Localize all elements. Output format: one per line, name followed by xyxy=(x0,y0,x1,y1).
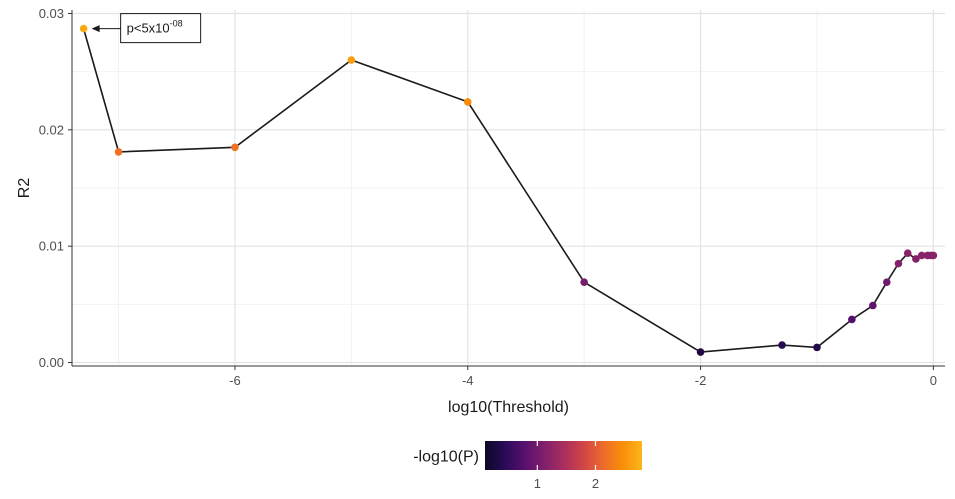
data-point xyxy=(79,24,88,33)
data-points xyxy=(79,24,938,356)
annotation-arrowhead xyxy=(91,25,100,33)
axis-ticks: -6 -4 -2 0 0.00 0.01 0.02 0.03 xyxy=(39,6,937,388)
y-tick-label: 0.00 xyxy=(39,355,64,370)
annotation-label-superscript: -08 xyxy=(170,19,183,29)
annotation-label: p<5x10-08 xyxy=(127,19,183,36)
data-point xyxy=(696,348,705,356)
series-line xyxy=(82,28,934,353)
y-axis-title: R2 xyxy=(16,178,33,199)
legend-tick-label: 2 xyxy=(592,476,599,491)
annotation: p<5x10-08 xyxy=(91,13,202,44)
x-tick-label: 0 xyxy=(930,373,937,388)
x-tick-label: -4 xyxy=(462,373,474,388)
data-point xyxy=(883,278,891,287)
grid-lines xyxy=(72,10,945,366)
annotation-box xyxy=(120,13,202,44)
data-point xyxy=(463,98,472,106)
data-point xyxy=(231,143,239,152)
legend-title: -log10(P) xyxy=(413,449,479,466)
data-point xyxy=(929,251,938,260)
y-tick-label: 0.03 xyxy=(39,6,64,21)
annotation-label-base: p<5x10 xyxy=(127,21,170,36)
x-axis-title: log10(Threshold) xyxy=(448,399,569,416)
data-point xyxy=(347,56,356,64)
axes xyxy=(71,10,945,367)
data-point xyxy=(848,315,856,324)
data-point xyxy=(778,341,786,349)
x-tick-label: -6 xyxy=(229,373,241,388)
data-point xyxy=(912,255,920,263)
y-tick-label: 0.02 xyxy=(39,122,64,137)
legend-colorbar xyxy=(485,441,642,470)
x-tick-label: -2 xyxy=(695,373,707,388)
data-point xyxy=(903,249,912,257)
data-point xyxy=(917,251,926,260)
data-point xyxy=(580,278,588,287)
data-point xyxy=(813,343,821,352)
data-point xyxy=(114,148,123,156)
legend-tick-label: 1 xyxy=(534,476,541,491)
data-point xyxy=(869,301,877,310)
y-tick-label: 0.01 xyxy=(39,239,64,254)
data-point xyxy=(894,259,903,268)
